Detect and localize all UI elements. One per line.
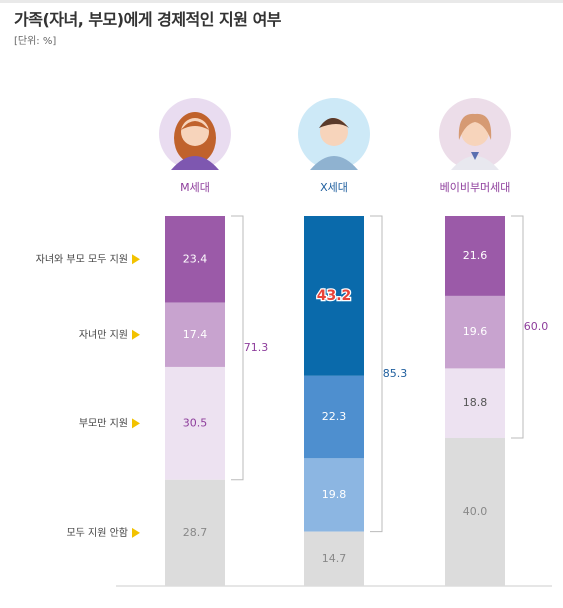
- value-label: 18.8: [463, 396, 488, 409]
- avatar-hair: [319, 118, 349, 128]
- bar-segment: [165, 216, 225, 303]
- value-label: 22.3: [322, 410, 347, 423]
- avatar-bangs: [181, 121, 209, 130]
- bar-segment: [165, 302, 225, 367]
- bar-segment: [304, 216, 364, 376]
- avatar-shirt: [451, 156, 499, 170]
- chart-title: 가족(자녀, 부모)에게 경제적인 지원 여부: [14, 10, 282, 29]
- arrow-icon: [132, 254, 140, 265]
- bracket: [511, 215, 524, 439]
- category-label: 자녀와 부모 모두 지원: [36, 253, 128, 265]
- arrow-icon: [132, 418, 140, 429]
- bar-segment: [165, 366, 225, 480]
- value-label: 40.0: [463, 505, 488, 518]
- bar-segment: [304, 458, 364, 532]
- bracket-total-label: 85.3: [383, 367, 408, 380]
- value-label: 30.5: [183, 416, 208, 429]
- group-label: M세대: [180, 181, 210, 194]
- bracket: [231, 215, 244, 481]
- bar-segment: [304, 375, 364, 459]
- top-divider: [0, 0, 563, 3]
- value-label: 19.6: [463, 325, 488, 338]
- value-label: 28.7: [183, 526, 208, 539]
- unit-label: [단위: %]: [14, 36, 57, 47]
- bracket: [370, 215, 383, 533]
- category-label: 자녀만 지원: [79, 329, 128, 341]
- value-label: 19.8: [322, 488, 347, 501]
- avatar-shirt: [310, 156, 358, 170]
- avatar-bow: [471, 152, 479, 160]
- bar-segment: [445, 216, 505, 296]
- bar-segment: [445, 368, 505, 438]
- category-label: 부모만 지원: [79, 417, 128, 429]
- bar-segment: [445, 438, 505, 586]
- bracket-total-label: 60.0: [524, 320, 549, 333]
- value-label: 23.4: [183, 252, 208, 265]
- group-label: 베이비부머세대: [440, 181, 511, 194]
- avatar-hair: [458, 113, 492, 140]
- category-label: 모두 지원 안함: [66, 527, 128, 539]
- bar-segment: [445, 295, 505, 369]
- bar-segment: [165, 479, 225, 586]
- value-label: 17.4: [183, 328, 208, 341]
- value-label: 21.6: [463, 249, 488, 262]
- bracket-total-label: 71.3: [244, 341, 269, 354]
- value-label: 43.2: [317, 288, 352, 304]
- arrow-icon: [132, 527, 140, 538]
- group-label: X세대: [320, 181, 348, 194]
- value-label: 14.7: [322, 552, 347, 565]
- bar-segment: [304, 531, 364, 586]
- arrow-icon: [132, 329, 140, 340]
- avatar-shirt: [171, 156, 219, 170]
